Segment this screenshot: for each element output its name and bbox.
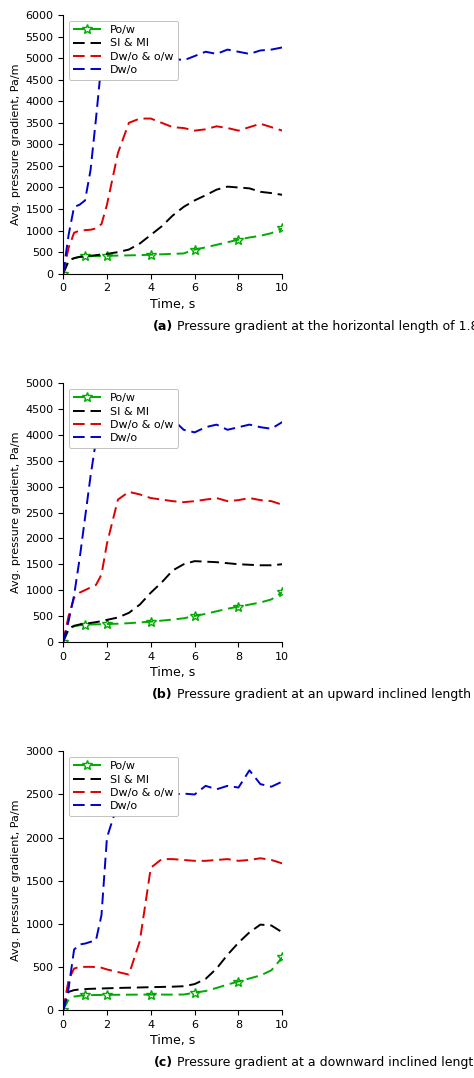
Text: Pressure gradient at a downward inclined length of 1.8 m: Pressure gradient at a downward inclined…	[173, 1056, 474, 1069]
Text: (b): (b)	[152, 689, 173, 702]
X-axis label: Time, s: Time, s	[150, 666, 195, 679]
X-axis label: Time, s: Time, s	[150, 298, 195, 310]
Y-axis label: Avg. pressure gradient, Pa/m: Avg. pressure gradient, Pa/m	[11, 432, 21, 593]
Text: Pressure gradient at an upward inclined length of 1.8 m: Pressure gradient at an upward inclined …	[173, 689, 474, 702]
Text: Pressure gradient at the horizontal length of 1.8 m: Pressure gradient at the horizontal leng…	[173, 320, 474, 333]
Y-axis label: Avg. pressure gradient, Pa/m: Avg. pressure gradient, Pa/m	[11, 800, 21, 962]
Legend: Po/w, SI & MI, Dw/o & o/w, Dw/o: Po/w, SI & MI, Dw/o & o/w, Dw/o	[69, 20, 178, 80]
Text: (c): (c)	[154, 1056, 173, 1069]
Text: (a): (a)	[153, 320, 173, 333]
Legend: Po/w, SI & MI, Dw/o & o/w, Dw/o: Po/w, SI & MI, Dw/o & o/w, Dw/o	[69, 757, 178, 816]
X-axis label: Time, s: Time, s	[150, 1034, 195, 1047]
Y-axis label: Avg. pressure gradient, Pa/m: Avg. pressure gradient, Pa/m	[11, 64, 21, 225]
Legend: Po/w, SI & MI, Dw/o & o/w, Dw/o: Po/w, SI & MI, Dw/o & o/w, Dw/o	[69, 389, 178, 447]
